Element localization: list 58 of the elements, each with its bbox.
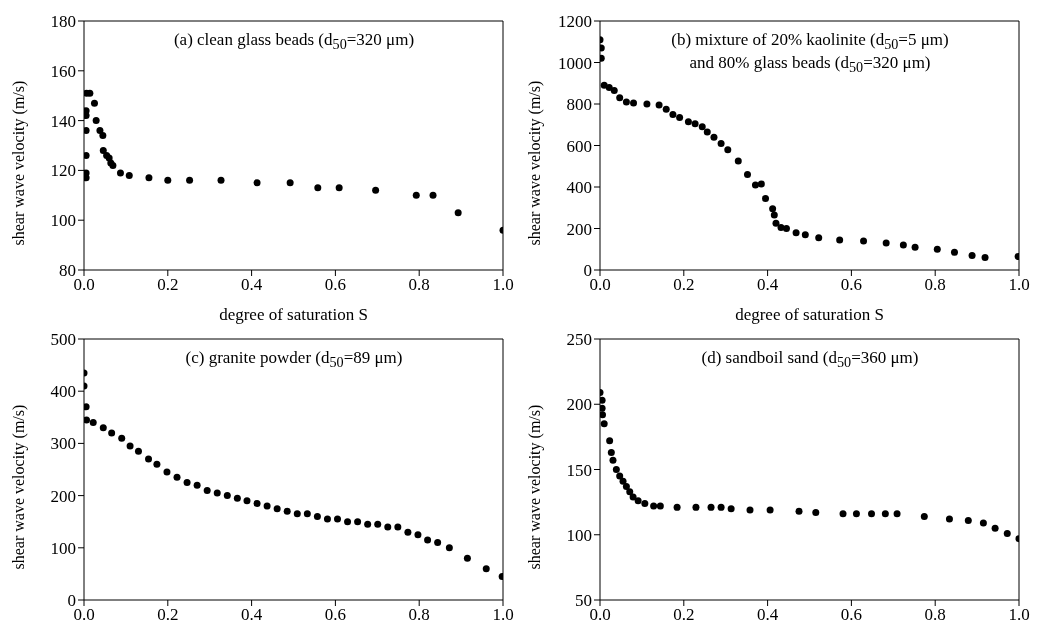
x-tick-label: 0.4: [756, 605, 779, 625]
y-tick-label: 150: [566, 460, 592, 480]
y-tick-label: 250: [566, 330, 592, 350]
y-tick-label: 140: [50, 111, 76, 131]
y-tick-label: 1000: [558, 53, 592, 73]
y-tick-label: 80: [59, 261, 76, 281]
x-tick-label: 0.4: [240, 605, 263, 625]
y-axis-title: shear wave velocity (m/s): [525, 80, 544, 246]
annotation: (c) granite powder (d$_{50}$=89 μm): [184, 348, 404, 372]
y-tick-label: 600: [566, 136, 592, 156]
y-tick-label: 200: [566, 395, 592, 415]
x-tick-label: 0.6: [324, 275, 347, 295]
y-tick-label: 100: [566, 525, 592, 545]
x-tick-label: 1.0: [1008, 605, 1030, 625]
y-tick-label: 0: [67, 591, 76, 611]
x-tick-label: 0.2: [673, 605, 695, 625]
x-tick-label: 0.4: [240, 275, 263, 295]
x-tick-label: 0.2: [157, 605, 179, 625]
x-axis-title: degree of saturation S: [219, 305, 368, 324]
y-tick-label: 800: [566, 95, 592, 115]
y-axis-title: shear wave velocity (m/s): [9, 404, 28, 570]
x-tick-label: 0.8: [408, 275, 430, 295]
x-tick-label: 0.2: [673, 275, 695, 295]
y-tick-label: 100: [50, 538, 76, 558]
y-tick-label: 50: [575, 591, 592, 611]
y-tick-label: 100: [50, 211, 76, 231]
x-tick-label: 0.6: [840, 605, 863, 625]
y-tick-label: 200: [566, 219, 592, 239]
x-tick-label: 0.6: [324, 605, 347, 625]
y-tick-label: 300: [50, 434, 76, 454]
y-tick-label: 180: [50, 12, 76, 32]
y-tick-label: 1200: [558, 12, 592, 32]
y-tick-label: 500: [50, 330, 76, 350]
y-axis-title: shear wave velocity (m/s): [9, 80, 28, 246]
x-tick-label: 1.0: [492, 275, 514, 295]
x-axis-title: degree of saturation S: [735, 305, 884, 324]
text: (b) mixture of 20% kaolinite (d$_{50}$=5 μm) and 80% glass beads (d$_{50}$=320 μm): [671, 30, 949, 76]
x-tick-label: 0.0: [589, 605, 611, 625]
x-tick-label: 0.0: [589, 275, 611, 295]
x-tick-label: 1.0: [492, 605, 514, 625]
x-tick-label: 0.6: [840, 275, 863, 295]
x-tick-label: 0.0: [73, 275, 95, 295]
x-tick-label: 0.4: [756, 275, 779, 295]
y-axis-title: shear wave velocity (m/s): [525, 404, 544, 570]
x-tick-label: 0.8: [408, 605, 430, 625]
annotation: (a) clean glass beads (d$_{50}$=320 μm): [172, 30, 416, 54]
y-tick-label: 200: [50, 486, 76, 506]
x-tick-label: 1.0: [1008, 275, 1030, 295]
x-tick-label: 0.8: [924, 605, 946, 625]
x-tick-label: 0.0: [73, 605, 95, 625]
annotation: (d) sandboil sand (d$_{50}$=360 μm): [700, 348, 920, 372]
y-tick-label: 400: [50, 382, 76, 402]
y-tick-label: 0: [583, 261, 592, 281]
y-tick-label: 160: [50, 61, 76, 81]
x-tick-label: 0.8: [924, 275, 946, 295]
y-tick-label: 120: [50, 161, 76, 181]
x-tick-label: 0.2: [157, 275, 179, 295]
y-tick-label: 400: [566, 178, 592, 198]
